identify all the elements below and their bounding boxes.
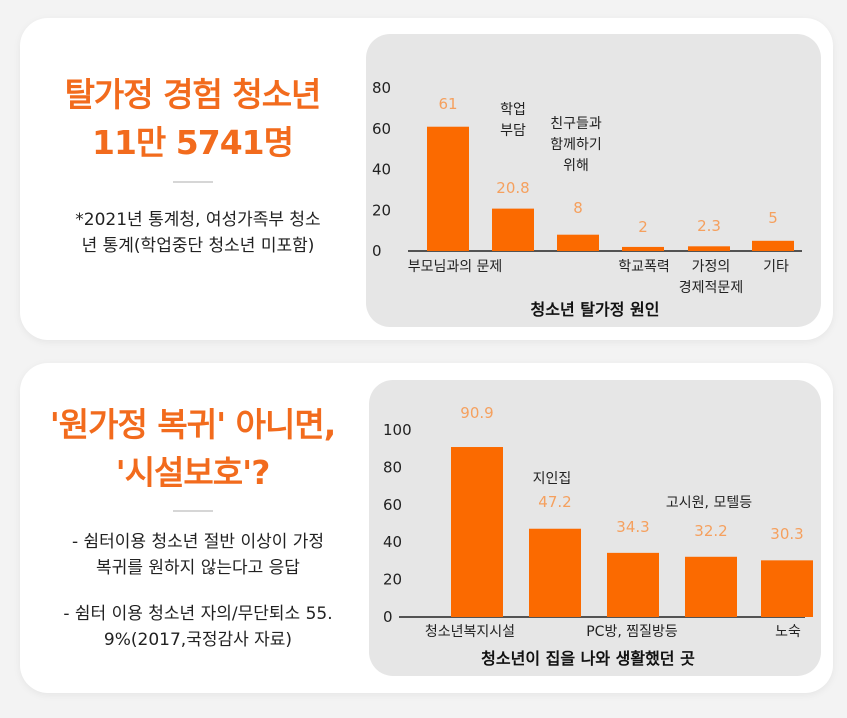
y-tick-label: 60 — [372, 120, 391, 138]
headline-line-2: 11만 5741명 — [92, 123, 294, 162]
data-label: 2.3 — [697, 217, 721, 235]
data-label: 47.2 — [538, 493, 571, 511]
note-2-line-2: 9%(2017,국정감사 자료) — [103, 630, 293, 650]
data-label: 61 — [438, 95, 457, 113]
chart-title: 청소년 탈가정 원인 — [531, 300, 660, 319]
y-tick-label: 0 — [383, 608, 393, 626]
source-note-line-1: *2021년 통계청, 여성가족부 청소 — [75, 210, 321, 230]
y-tick-label: 40 — [372, 161, 391, 179]
y-tick-label: 20 — [383, 571, 402, 589]
category-label: 기타 — [763, 259, 789, 275]
y-tick-label: 80 — [383, 458, 402, 476]
y-tick-label: 0 — [372, 242, 382, 260]
data-label: 90.9 — [460, 404, 493, 422]
data-label: 20.8 — [496, 179, 529, 197]
category-label: 노숙 — [775, 624, 801, 640]
chart-title: 청소년이 집을 나와 생활했던 곳 — [481, 649, 695, 668]
section-intro: 탈가정 경험 청소년 11만 5741명 *2021년 통계청, 여성가족부 청… — [20, 18, 365, 340]
data-label: 2 — [638, 218, 648, 236]
bar — [688, 246, 730, 251]
bar — [622, 246, 664, 251]
data-label: 5 — [768, 209, 778, 227]
section-intro: '원가정 복귀' 아니면, '시설보호'? - 쉼터이용 청소년 절반 이상이 … — [20, 363, 365, 693]
headline-line-2: '시설보호'? — [115, 453, 271, 492]
category-label: 함께하기 — [550, 137, 602, 153]
y-tick-label: 80 — [372, 79, 391, 97]
y-tick-label: 40 — [383, 533, 402, 551]
bar — [427, 126, 469, 251]
y-tick-label: 60 — [383, 496, 402, 514]
data-label: 30.3 — [770, 525, 803, 543]
category-label: 위해 — [563, 158, 589, 174]
bar — [761, 560, 813, 617]
category-label: 부담 — [500, 123, 526, 139]
source-note-line-2: 년 통계(학업중단 청소년 미포함) — [81, 236, 315, 256]
note-2-line-1: - 쉼터 이용 청소년 자의/무단퇴소 55. — [63, 604, 333, 624]
bar — [752, 240, 794, 251]
divider — [173, 510, 213, 512]
bar — [492, 208, 534, 251]
y-tick-label: 100 — [383, 421, 412, 439]
bar — [529, 528, 581, 617]
category-label: 학교폭력 — [618, 259, 670, 275]
data-label: 32.2 — [694, 522, 727, 540]
note-1-line-1: - 쉼터이용 청소년 절반 이상이 가정 — [71, 532, 325, 552]
data-label: 34.3 — [616, 518, 649, 536]
section-card-living-places: '원가정 복귀' 아니면, '시설보호'? - 쉼터이용 청소년 절반 이상이 … — [20, 363, 833, 693]
category-label: 친구들과 — [550, 116, 602, 132]
category-label: 부모님과의 문제 — [408, 259, 503, 275]
category-label: 고시원, 모텔등 — [666, 495, 752, 511]
headline-line-1: 탈가정 경험 청소년 — [64, 75, 322, 114]
bar — [557, 234, 599, 251]
category-label: 경제적문제 — [679, 280, 743, 296]
bar-chart-living-places: 0 20 40 60 80 100 90.9 청소년복지시설 47.2 지인집 34.3 PC방, 찜… — [383, 404, 813, 668]
section-card-runaway-youth: 탈가정 경험 청소년 11만 5741명 *2021년 통계청, 여성가족부 청… — [20, 18, 833, 340]
category-label: 가정의 — [692, 259, 731, 275]
category-label: 지인집 — [533, 471, 572, 487]
headline-line-1: '원가정 복귀' 아니면, — [49, 405, 337, 444]
chart-panel-living-places: 0 20 40 60 80 100 90.9 청소년복지시설 47.2 지인집 34.3 PC방, 찜… — [369, 380, 821, 676]
note-1-line-2: 복귀를 원하지 않는다고 응답 — [96, 558, 300, 578]
bar — [451, 447, 503, 617]
data-label: 8 — [573, 199, 583, 217]
y-tick-label: 20 — [372, 201, 391, 219]
category-label: 청소년복지시설 — [425, 624, 515, 640]
bar — [607, 552, 659, 617]
category-label: 학업 — [500, 102, 526, 118]
bar — [685, 556, 737, 617]
divider — [173, 181, 213, 183]
category-label: PC방, 찜질방등 — [586, 624, 678, 640]
